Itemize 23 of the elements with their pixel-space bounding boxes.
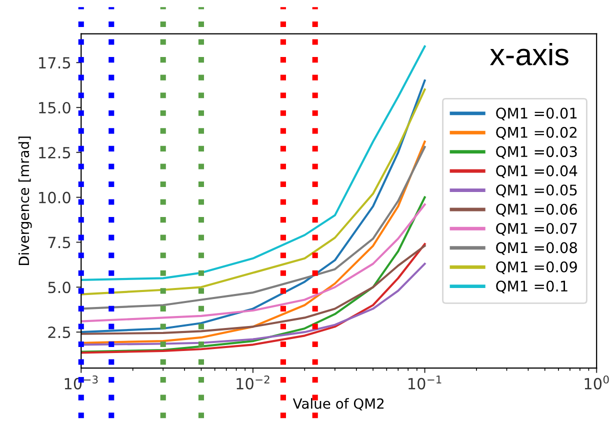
legend-label: QM1 =0.1 <box>496 280 568 294</box>
legend-label: QM1 =0.08 <box>496 242 577 255</box>
y-tick-label: 7.5 <box>48 236 70 248</box>
y-tick-label: 12.5 <box>39 146 70 158</box>
x-tick-label: 10$^{0}$ <box>584 375 609 390</box>
legend-label: QM1 =0.09 <box>496 261 577 274</box>
y-tick-label: 2.5 <box>48 326 70 338</box>
legend-label: QM1 =0.04 <box>496 165 578 178</box>
y-axis-title: Divergence [mrad] <box>18 136 32 266</box>
annotation: x-axis <box>490 42 568 66</box>
y-tick-label: 15.0 <box>39 102 70 114</box>
y-tick-label: 10.0 <box>39 192 70 204</box>
legend-label: QM1 =0.03 <box>496 146 577 159</box>
legend-label: QM1 =0.07 <box>496 222 577 236</box>
y-tick-label: 17.5 <box>39 57 70 69</box>
y-tick-label: 5.0 <box>48 282 70 294</box>
x-tick-label: 10$^{−2}$ <box>236 375 270 390</box>
x-axis-title: Value of QM2 <box>292 398 384 410</box>
legend-label: QM1 =0.02 <box>496 126 576 140</box>
legend-label: QM1 =0.01 <box>496 108 577 120</box>
legend-label: QM1 =0.06 <box>496 204 578 216</box>
legend-label: QM1 =0.05 <box>496 184 577 198</box>
x-tick-label: 10$^{−1}$ <box>408 376 442 390</box>
